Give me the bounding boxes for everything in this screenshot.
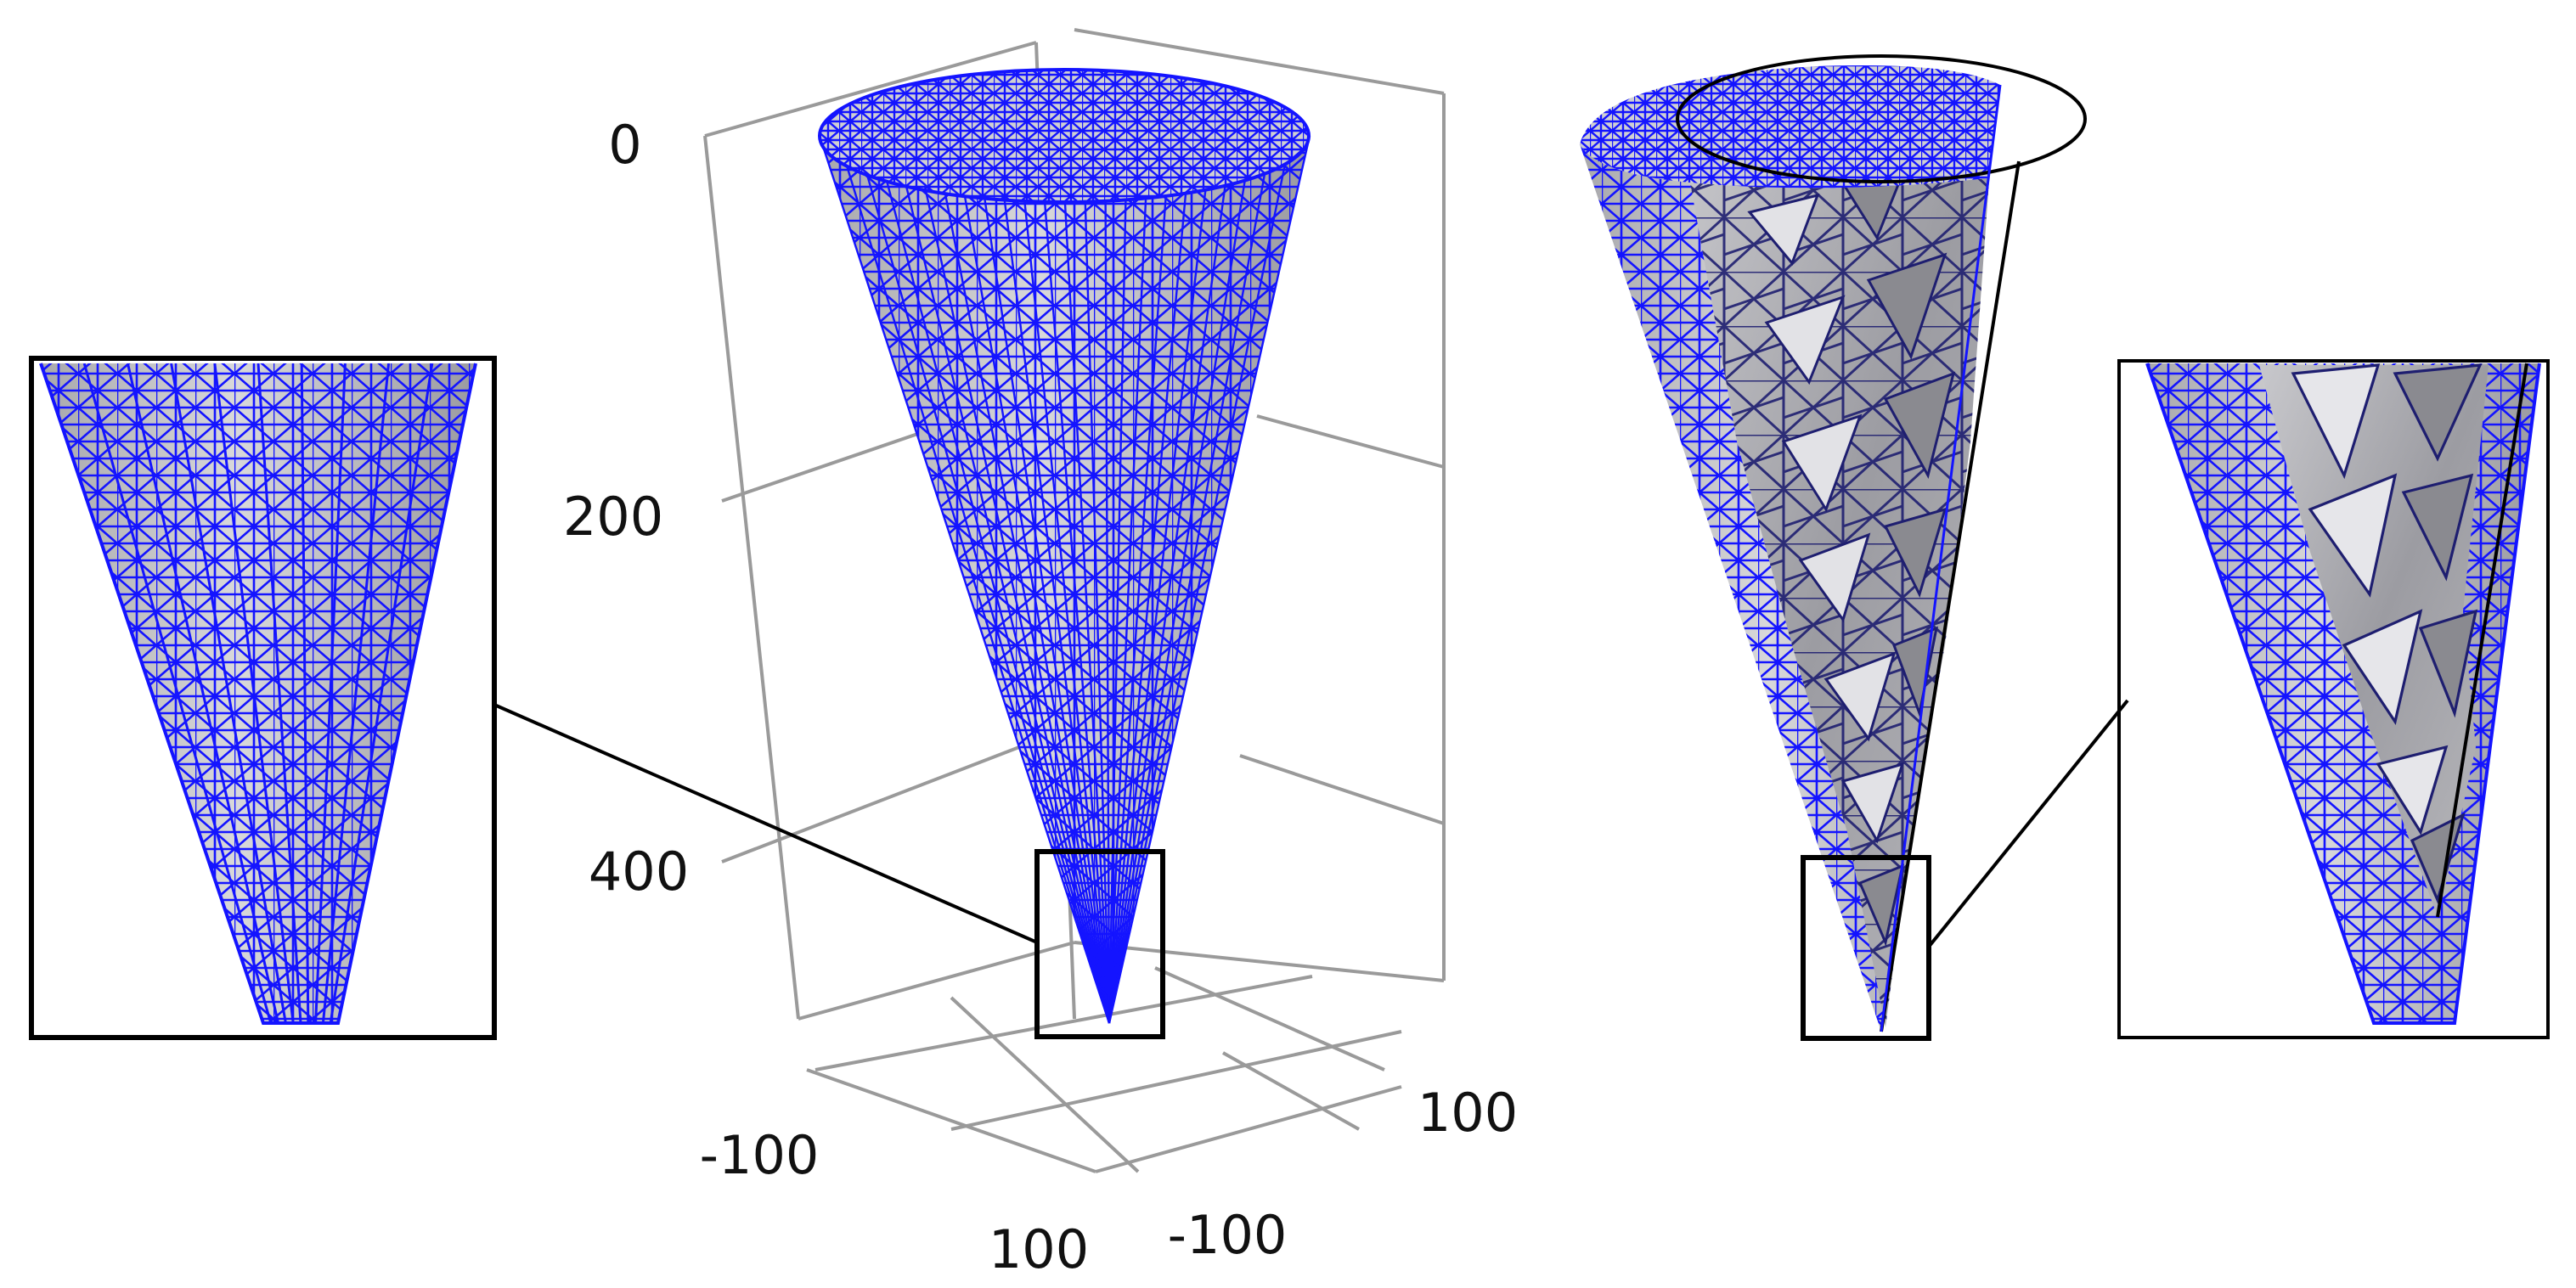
- cone-radial-edge: [961, 183, 1111, 1024]
- interior-tetra-facets: [1747, 150, 1956, 947]
- cone-radial-edge: [1108, 172, 1209, 1024]
- cone-radial-edge: [900, 165, 1111, 1024]
- axes-grid: [703, 28, 1446, 1173]
- interior-tetra-facet: [1883, 507, 1948, 599]
- axes-grid-line: [815, 975, 1313, 1071]
- inset-interior-facet: [2401, 473, 2474, 582]
- x-tick-label: 100: [1418, 1082, 1518, 1144]
- y-tick-label: 100: [989, 1218, 1089, 1280]
- interior-tetra-facet: [1840, 762, 1905, 844]
- zoom-box-left-tip: [1034, 849, 1165, 1039]
- inset-mesh-edge: [170, 363, 287, 1023]
- axes-grid-line: [1239, 754, 1445, 825]
- cone-radial-edge: [879, 158, 1111, 1024]
- cone-radial-edge: [1108, 150, 1271, 1024]
- cone-radial-edge: [1108, 158, 1250, 1024]
- zoom-box-right-tip: [1801, 855, 1931, 1041]
- y-tick-label: -100: [1168, 1204, 1288, 1266]
- axes-grid-line: [1222, 1051, 1360, 1131]
- cone-radial-edge: [1002, 190, 1111, 1024]
- inset-interior-facet: [2418, 609, 2478, 718]
- z-tick-label: 0: [608, 114, 641, 176]
- axes-grid-line: [1074, 28, 1445, 95]
- meshed-cone-sectioned: [1580, 54, 2087, 1032]
- axes-grid-line: [798, 941, 1075, 1021]
- interior-tetra-facet: [1883, 371, 1956, 480]
- cone-radial-edge: [859, 150, 1111, 1024]
- interior-tetra-facet: [1781, 413, 1863, 513]
- cone-radial-edge: [1108, 143, 1291, 1024]
- inset-mesh-edge: [314, 363, 347, 1023]
- z-tick-label: 400: [589, 841, 689, 903]
- inset-mesh-edge: [256, 363, 302, 1023]
- axis-tick-labels: 0 200 400 -100 100 100 -100: [563, 114, 1518, 1280]
- meshed-cone-full: [818, 68, 1311, 1024]
- interior-tetra-facet: [1866, 252, 1948, 360]
- inset-interior-facet: [2291, 363, 2381, 480]
- cone-radial-edge: [1108, 187, 1147, 1024]
- inset-mesh-edge: [321, 363, 391, 1023]
- cone-radial-edge: [921, 172, 1111, 1024]
- cone-radial-edge: [1108, 177, 1188, 1024]
- tip-zoom-inset-left: [29, 356, 497, 1040]
- cone-radial-edge: [1023, 193, 1111, 1024]
- inset-interior-facet: [2342, 609, 2423, 725]
- cone-radial-edges: [818, 135, 1311, 1024]
- inset-mesh-edge: [82, 363, 273, 1023]
- interior-tetra-facet: [1747, 193, 1820, 266]
- cone-radial-edge: [1108, 135, 1311, 1024]
- inset-mesh-edge: [300, 363, 310, 1023]
- axes-grid-line: [806, 1068, 1096, 1173]
- cone-radial-edge: [1063, 194, 1111, 1024]
- axes-grid-line: [1095, 1085, 1402, 1173]
- inset-mesh-edge: [126, 363, 280, 1023]
- cone-radial-edge: [1104, 193, 1111, 1024]
- axes-grid-line: [721, 745, 1020, 863]
- axes-grid-line: [950, 1030, 1402, 1131]
- tip-zoom-inset-right: [2117, 359, 2550, 1039]
- x-tick-label: -100: [700, 1124, 820, 1186]
- axes-grid-line: [1154, 966, 1385, 1071]
- zoom-connector-right: [1927, 699, 2129, 948]
- cone-radial-edge: [1108, 165, 1230, 1024]
- interior-tetra-facet: [1858, 863, 1905, 947]
- zoom-connector-left: [493, 703, 1038, 944]
- interior-tetra-facet: [1823, 651, 1897, 742]
- cone-radial-edge: [982, 187, 1111, 1024]
- cone-radial-edge: [838, 143, 1111, 1024]
- axes-grid-line: [1256, 414, 1445, 469]
- axes-grid-line: [703, 135, 800, 1020]
- cone-radial-edge: [818, 135, 1111, 1024]
- inset-interior-facet: [2393, 363, 2483, 462]
- cone-radial-edge: [1043, 194, 1111, 1024]
- cone-radial-edge: [941, 177, 1111, 1024]
- interior-tetra-facet: [1764, 295, 1846, 385]
- section-outline-ellipse: [1676, 54, 2087, 183]
- cone-radial-edge: [1108, 190, 1127, 1024]
- cone-radial-edge: [1108, 183, 1168, 1024]
- section-edge-line: [1880, 160, 2021, 1032]
- inset-mesh-edge: [329, 363, 434, 1023]
- z-tick-label: 200: [563, 486, 663, 548]
- cone-radial-edge: [1084, 194, 1111, 1024]
- inset-mesh-edge: [213, 363, 295, 1023]
- interior-tetra-facet: [1892, 626, 1939, 718]
- axes-grid-line: [1074, 941, 1445, 982]
- interior-tetra-facet: [1798, 532, 1871, 623]
- axes-grid-line: [950, 996, 1140, 1173]
- inset-interior-facet: [2308, 473, 2398, 598]
- axes-grid-line: [704, 41, 1037, 138]
- inset-interior-facet: [2376, 745, 2449, 835]
